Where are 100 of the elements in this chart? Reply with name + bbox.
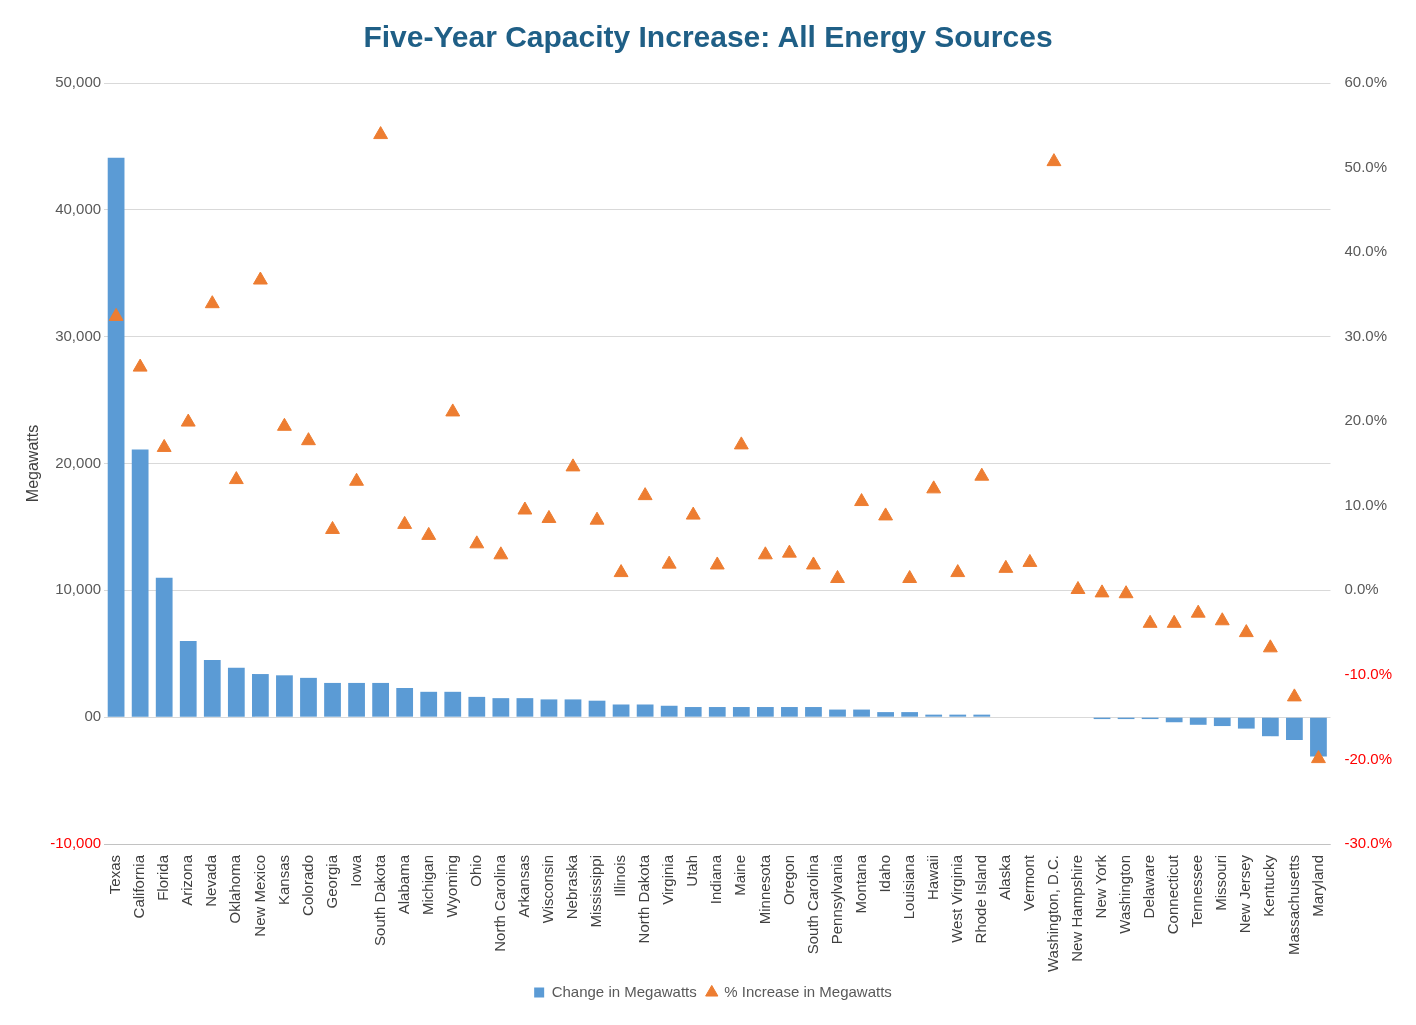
bar — [636, 704, 654, 717]
point — [421, 526, 437, 540]
bar — [179, 641, 197, 717]
point — [1094, 584, 1110, 598]
point — [1118, 585, 1134, 599]
y-tick-label: 10,000 — [55, 580, 102, 598]
point — [1238, 624, 1254, 638]
x-tick-label: Oregon — [779, 855, 797, 906]
point — [1070, 581, 1086, 594]
x-tick-label: South Carolina — [803, 854, 821, 955]
point — [1142, 614, 1158, 628]
point — [132, 358, 148, 372]
x-tick-label: Alaska — [995, 854, 1013, 901]
x-tick-label: South Dakota — [370, 854, 388, 946]
point — [902, 570, 918, 583]
y-tick-label: 50,000 — [55, 73, 102, 91]
bar — [252, 674, 269, 717]
x-tick-label: Colorado — [298, 855, 316, 916]
x-tick-label: Maryland — [1308, 855, 1326, 917]
point — [974, 467, 990, 481]
bar — [949, 714, 967, 717]
bar — [829, 709, 846, 717]
y2-tick-label: 20.0% — [1344, 411, 1388, 429]
point — [493, 546, 509, 560]
point — [445, 403, 461, 417]
x-tick-label: Wisconsin — [539, 855, 557, 924]
bar — [1237, 717, 1255, 729]
y2-tick-label: 60.0% — [1344, 73, 1388, 91]
point — [1214, 612, 1230, 626]
point — [854, 493, 869, 507]
point — [830, 570, 845, 583]
bar — [684, 707, 702, 717]
x-tick-label: Pennsylvania — [827, 854, 845, 945]
chart-title: Five-Year Capacity Increase: All Energy Sources — [362, 20, 1054, 55]
x-tick-label: West Virginia — [947, 854, 965, 943]
y-tick-label: 20,000 — [55, 453, 102, 471]
bar — [805, 707, 822, 717]
bar — [781, 707, 798, 717]
bar — [708, 707, 726, 717]
point — [541, 509, 557, 523]
x-tick-label: Idaho — [875, 855, 893, 893]
x-tick-label: Washington, D.C. — [1044, 855, 1062, 973]
x-tick-label: Wyoming — [442, 855, 460, 918]
x-tick-label: Tennessee — [1188, 855, 1206, 928]
bar — [1213, 717, 1231, 727]
y2-tick-label: -10.0% — [1344, 665, 1392, 683]
point — [950, 564, 966, 578]
point — [613, 564, 629, 578]
bar — [107, 157, 125, 717]
bar — [348, 682, 365, 717]
y2-tick-label: 40.0% — [1344, 242, 1388, 260]
y2-tick-label: 0.0% — [1344, 580, 1379, 598]
bar — [564, 699, 582, 717]
bar — [1189, 717, 1207, 725]
point — [806, 556, 821, 570]
point — [1022, 553, 1038, 567]
x-tick-label: Minnesota — [755, 854, 773, 925]
x-tick-label: Kentucky — [1260, 854, 1278, 917]
x-tick-label: Texas — [106, 855, 124, 895]
point — [878, 507, 894, 521]
point — [1190, 604, 1206, 618]
legend-label: % Increase in Megawatts — [724, 982, 892, 1000]
y2-tick-label: 50.0% — [1344, 157, 1388, 175]
point — [565, 458, 581, 472]
bar — [732, 707, 750, 717]
point — [277, 417, 292, 431]
x-tick-label: Ohio — [466, 855, 484, 887]
point — [156, 438, 172, 452]
point — [349, 472, 364, 486]
point — [1262, 639, 1278, 653]
point — [469, 535, 485, 549]
x-tick-label: Maine — [731, 855, 749, 896]
point — [301, 432, 316, 446]
bar — [300, 677, 317, 717]
point — [637, 487, 653, 501]
x-tick-label: Indiana — [707, 854, 725, 905]
point — [661, 555, 677, 569]
x-tick-label: New Jersey — [1236, 854, 1254, 934]
point — [517, 501, 533, 515]
legend-label: Change in Megawatts — [551, 982, 697, 1000]
bar — [901, 712, 919, 717]
x-tick-label: Massachusetts — [1284, 855, 1302, 956]
point — [325, 520, 340, 534]
y-tick-label: 40,000 — [55, 199, 102, 217]
x-tick-label: Nebraska — [563, 854, 581, 920]
bar — [588, 700, 606, 717]
x-tick-label: Iowa — [346, 854, 364, 887]
x-tick-label: Connecticut — [1164, 854, 1182, 935]
x-tick-label: Michigan — [418, 855, 436, 916]
bar — [420, 691, 438, 717]
x-tick-label: Delaware — [1140, 855, 1158, 919]
x-tick-label: Rhode Island — [971, 855, 989, 944]
x-tick-label: Nevada — [202, 854, 220, 907]
bar — [540, 699, 558, 717]
x-tick-label: Hawaii — [923, 855, 941, 901]
x-tick-label: New Hampshire — [1068, 855, 1086, 962]
point — [252, 271, 268, 285]
y-axis-title: Megawatts — [24, 424, 42, 503]
x-tick-label: Kansas — [274, 855, 292, 906]
point — [228, 471, 244, 485]
